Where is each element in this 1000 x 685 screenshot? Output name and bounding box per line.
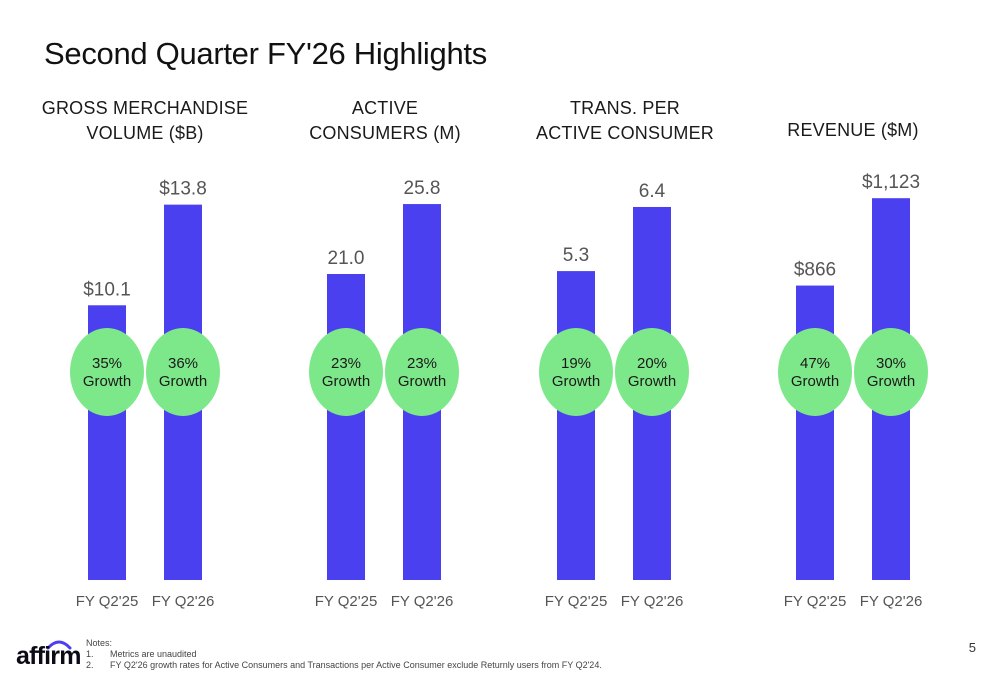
- value-label-transactions-q2-25: 5.3: [563, 245, 589, 266]
- growth-percent-gmv-q2-25: 35%: [92, 355, 122, 372]
- category-label-transactions-q2-25: FY Q2'25: [545, 593, 608, 610]
- value-label-gmv-q2-25: $10.1: [83, 279, 131, 300]
- panel-title-transactions-line2: ACTIVE CONSUMER: [535, 123, 715, 143]
- growth-word-transactions-q2-26: Growth: [628, 373, 676, 390]
- growth-bubble-transactions-q2-25: [539, 328, 613, 416]
- growth-bubble-transactions-q2-26: [615, 328, 689, 416]
- note-item: 2. FY Q2'26 growth rates for Active Consu…: [86, 660, 602, 671]
- category-label-revenue-q2-26: FY Q2'26: [860, 593, 923, 610]
- panel-title-gmv: GROSS MERCHANDISE VOLUME ($B): [30, 96, 260, 146]
- bar-active-consumers-q2-25: [327, 274, 365, 580]
- panel-title-gmv-line2: VOLUME ($B): [86, 123, 204, 143]
- panel-title-active-consumers-line2: CONSUMERS (M): [309, 123, 461, 143]
- logo-arc-icon: [46, 640, 72, 650]
- growth-bubble-gmv-q2-26: [146, 328, 220, 416]
- growth-word-gmv-q2-26: Growth: [159, 373, 207, 390]
- growth-bubble-gmv-q2-25: [70, 328, 144, 416]
- growth-bubble-active-consumers-q2-25: [309, 328, 383, 416]
- note-number: 1.: [86, 649, 94, 659]
- growth-percent-revenue-q2-25: 47%: [800, 355, 830, 372]
- value-label-active-consumers-q2-25: 21.0: [328, 248, 365, 269]
- panel-title-gmv-line1: GROSS MERCHANDISE: [41, 98, 249, 118]
- growth-word-gmv-q2-25: Growth: [83, 373, 131, 390]
- growth-word-revenue-q2-26: Growth: [867, 373, 915, 390]
- growth-percent-revenue-q2-26: 30%: [876, 355, 906, 372]
- growth-percent-active-consumers-q2-25: 23%: [331, 355, 361, 372]
- notes-heading: Notes:: [86, 638, 113, 648]
- notes: Notes: 1. Metrics are unaudited 2. FY Q2'2…: [86, 638, 602, 671]
- panel-title-revenue-line1: REVENUE ($M): [787, 120, 919, 140]
- growth-percent-gmv-q2-26: 36%: [168, 355, 198, 372]
- value-label-transactions-q2-26: 6.4: [639, 181, 666, 202]
- panel-title-revenue: REVENUE ($M): [738, 118, 968, 143]
- growth-word-active-consumers-q2-26: Growth: [398, 373, 446, 390]
- growth-bubble-revenue-q2-25: [778, 328, 852, 416]
- note-text: Metrics are unaudited: [110, 649, 197, 659]
- bar-transactions-q2-25: [557, 271, 595, 580]
- value-label-revenue-q2-25: $866: [794, 260, 836, 281]
- category-label-active-consumers-q2-25: FY Q2'25: [315, 593, 378, 610]
- panel-title-transactions-line1: TRANS. PER: [569, 98, 681, 118]
- note-text: FY Q2'26 growth rates for Active Consume…: [110, 660, 602, 670]
- slide-title: Second Quarter FY'26 Highlights: [44, 36, 487, 71]
- growth-word-active-consumers-q2-25: Growth: [322, 373, 370, 390]
- panel-title-active-consumers-line1: ACTIVE: [351, 98, 419, 118]
- page-number: 5: [968, 640, 976, 655]
- category-label-gmv-q2-26: FY Q2'26: [152, 593, 215, 610]
- note-number: 2.: [86, 660, 94, 670]
- category-label-gmv-q2-25: FY Q2'25: [76, 593, 139, 610]
- category-label-transactions-q2-26: FY Q2'26: [621, 593, 684, 610]
- value-label-gmv-q2-26: $13.8: [159, 179, 207, 200]
- growth-bubble-revenue-q2-26: [854, 328, 928, 416]
- value-label-active-consumers-q2-26: 25.8: [404, 178, 441, 199]
- category-label-active-consumers-q2-26: FY Q2'26: [391, 593, 454, 610]
- growth-percent-active-consumers-q2-26: 23%: [407, 355, 437, 372]
- growth-bubble-active-consumers-q2-26: [385, 328, 459, 416]
- affirm-logo: affirm: [16, 642, 81, 670]
- category-label-revenue-q2-25: FY Q2'25: [784, 593, 847, 610]
- value-label-revenue-q2-26: $1,123: [862, 172, 920, 193]
- panel-title-active-consumers: ACTIVE CONSUMERS (M): [270, 96, 500, 146]
- note-item: 1. Metrics are unaudited: [86, 649, 602, 660]
- growth-word-revenue-q2-25: Growth: [791, 373, 839, 390]
- growth-word-transactions-q2-25: Growth: [552, 373, 600, 390]
- growth-percent-transactions-q2-26: 20%: [637, 355, 667, 372]
- panel-title-transactions: TRANS. PER ACTIVE CONSUMER: [510, 96, 740, 146]
- growth-percent-transactions-q2-25: 19%: [561, 355, 591, 372]
